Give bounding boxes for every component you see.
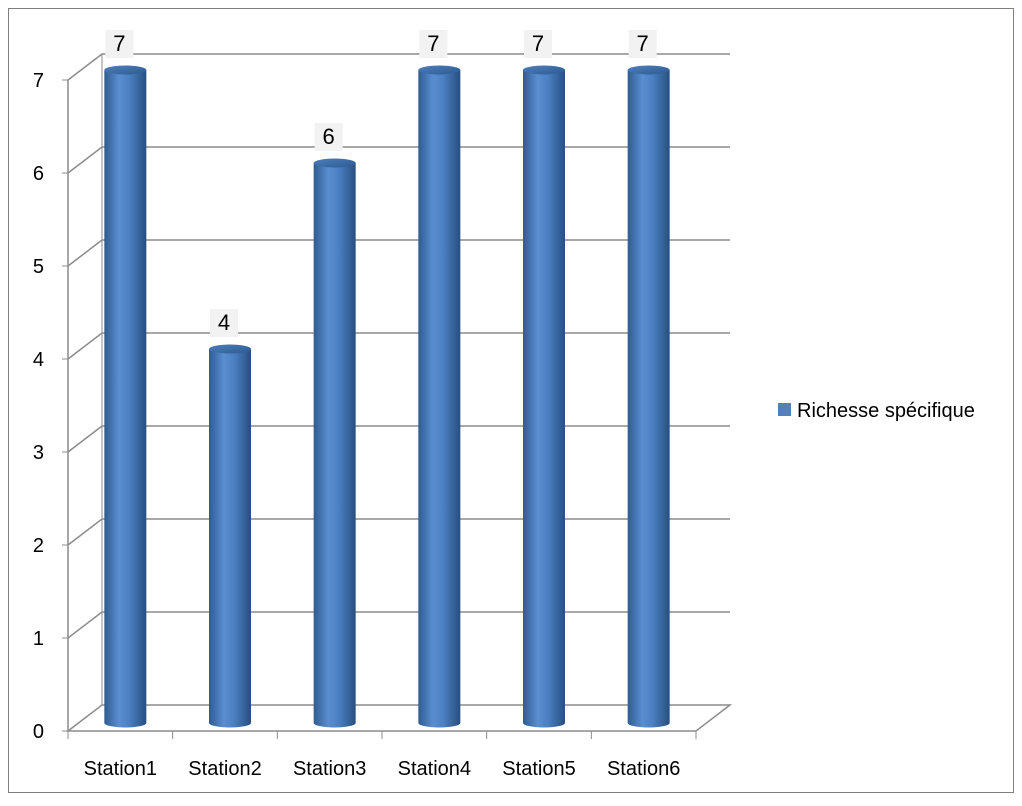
data-label: 4 xyxy=(218,310,230,335)
bar-body xyxy=(209,349,251,728)
legend-label: Richesse spécifique xyxy=(797,400,975,422)
data-labels: 7 4 6 7 7 7 xyxy=(105,30,657,337)
data-label-box xyxy=(210,309,238,337)
y-axis: 0 1 2 3 4 5 6 7 xyxy=(33,70,68,743)
bar-body xyxy=(523,70,565,728)
data-label-box xyxy=(419,30,448,58)
gridline xyxy=(67,332,730,360)
data-label-Station4: 7 xyxy=(419,30,448,58)
data-label-Station2: 4 xyxy=(210,309,238,337)
data-label: 7 xyxy=(113,31,125,56)
data-label-Station3: 6 xyxy=(314,123,343,151)
y-tick-label: 4 xyxy=(33,349,44,371)
chart-border xyxy=(8,8,1014,793)
bar-Station6 xyxy=(627,65,670,728)
y-tick-label: 2 xyxy=(33,535,44,557)
data-label: 6 xyxy=(323,124,335,149)
bar-Station4 xyxy=(418,65,461,728)
data-label-box xyxy=(314,123,343,151)
y-tick-label: 3 xyxy=(33,442,44,464)
gridline xyxy=(67,425,730,453)
gridline xyxy=(67,146,730,174)
x-tick-label: Station2 xyxy=(188,758,261,780)
data-label-Station1: 7 xyxy=(105,30,134,58)
x-tick-label: Station1 xyxy=(84,758,157,780)
gridline xyxy=(67,239,730,267)
data-label-Station6: 7 xyxy=(628,30,657,58)
bars xyxy=(104,65,670,728)
y-tick-label: 0 xyxy=(33,721,44,743)
bar-Station3 xyxy=(313,158,356,728)
bar-body xyxy=(418,70,461,728)
data-label-box xyxy=(628,30,657,58)
bar-cap xyxy=(627,65,670,75)
y-tick-label: 7 xyxy=(33,70,44,92)
data-label: 7 xyxy=(532,31,544,56)
gridline xyxy=(67,53,730,81)
data-label-box xyxy=(105,30,134,58)
data-label: 7 xyxy=(637,31,649,56)
gridline xyxy=(67,518,730,546)
data-label-Station5: 7 xyxy=(524,30,552,58)
gridlines xyxy=(67,53,730,639)
x-axis: Station1 Station2 Station3 Station4 Station5… xyxy=(67,731,697,780)
legend-swatch xyxy=(778,403,791,416)
bar-body xyxy=(104,70,147,728)
bar-cap xyxy=(523,65,565,75)
x-tick-label: Station4 xyxy=(398,758,471,780)
y-tick-label: 6 xyxy=(33,163,44,185)
bar-cap xyxy=(418,65,461,75)
bar-Station5 xyxy=(523,65,565,728)
legend: Richesse spécifique xyxy=(778,400,975,422)
data-label-box xyxy=(524,30,552,58)
y-tick-label: 1 xyxy=(33,628,44,650)
x-tick-label: Station6 xyxy=(607,758,680,780)
bar-body xyxy=(313,163,356,728)
bar-Station2 xyxy=(209,344,251,728)
bar-cap xyxy=(104,65,147,75)
bar-cap xyxy=(209,344,251,354)
bar-body xyxy=(627,70,670,728)
data-label: 7 xyxy=(427,31,439,56)
x-tick-label: Station3 xyxy=(293,758,366,780)
bar-Station1 xyxy=(104,65,147,728)
x-tick-label: Station5 xyxy=(502,758,575,780)
gridline xyxy=(67,611,730,639)
bar-cap xyxy=(313,158,356,168)
y-tick-label: 5 xyxy=(33,256,44,278)
